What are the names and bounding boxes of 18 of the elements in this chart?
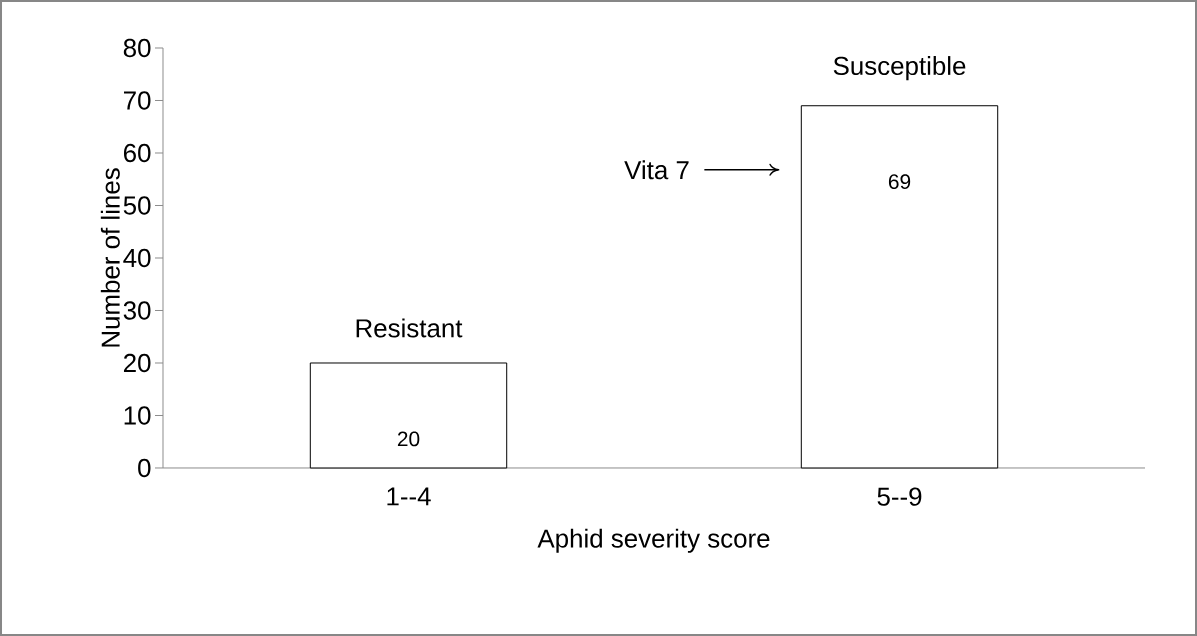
y-tick-label: 10 xyxy=(124,406,151,425)
y-tick-label: 40 xyxy=(123,248,151,268)
annotation: Vita 7 xyxy=(624,160,689,180)
y-tick-label: 60 xyxy=(123,143,151,163)
x-tick-label: 5--9 xyxy=(877,487,922,506)
y-axis-title: Number of lines xyxy=(100,168,120,347)
data-label: 20 xyxy=(397,431,420,447)
y-tick-label: 0 xyxy=(138,458,151,478)
x-axis-title: Aphid severity score xyxy=(537,528,770,553)
y-tick-label: 20 xyxy=(123,353,151,373)
annotation: Resistant xyxy=(356,318,463,338)
y-tick-label: 50 xyxy=(123,196,151,215)
data-label: 69 xyxy=(888,174,911,190)
x-tick-label: 1--4 xyxy=(387,487,431,506)
annotation: Susceptible xyxy=(833,56,966,81)
y-tick-label: 80 xyxy=(123,38,151,58)
y-tick-label: 30 xyxy=(123,301,151,320)
y-tick-label: 70 xyxy=(124,91,151,110)
